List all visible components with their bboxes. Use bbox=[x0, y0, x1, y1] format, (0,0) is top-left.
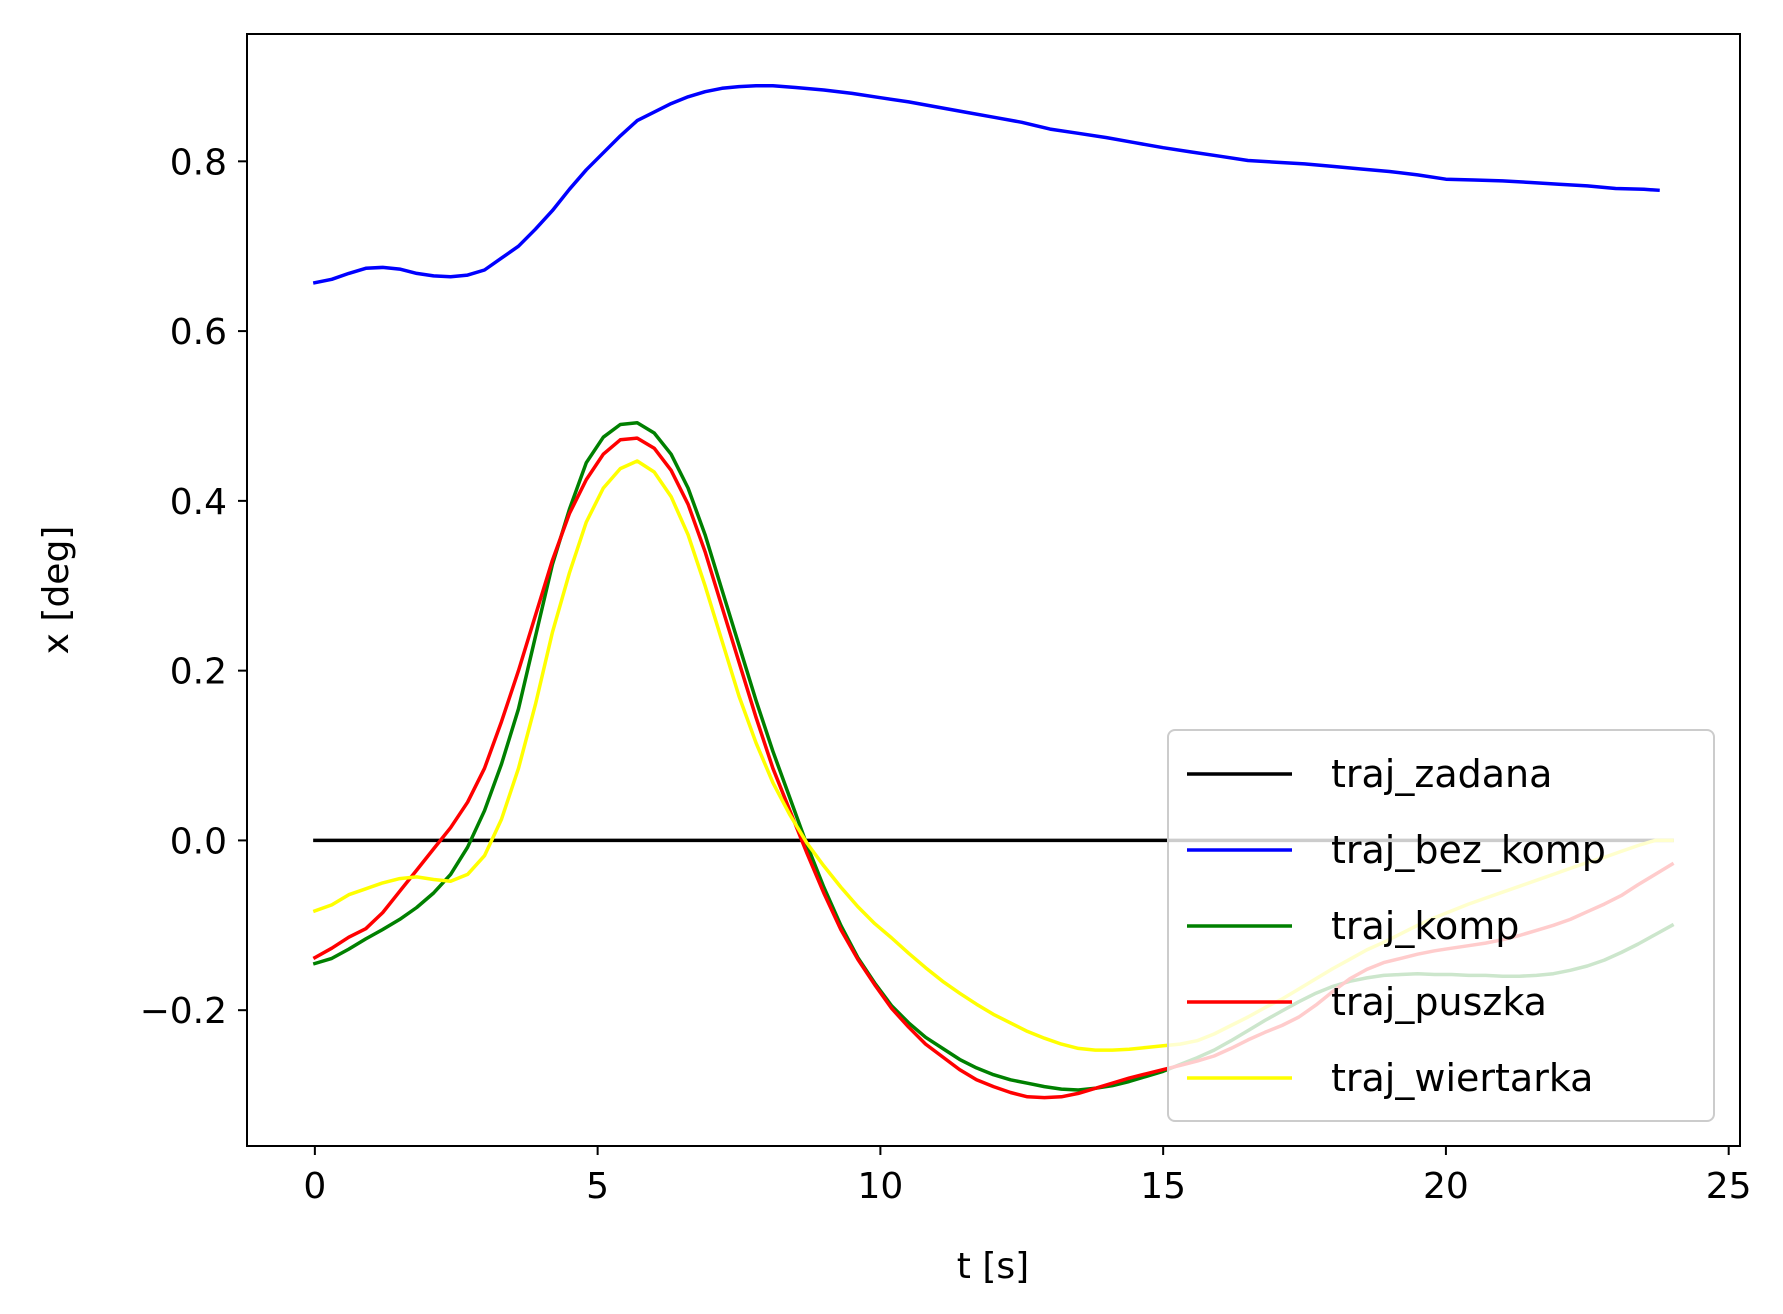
x-tick-label: 20 bbox=[1423, 1166, 1469, 1207]
series-line-traj-bez-komp bbox=[312, 84, 1660, 285]
legend-label-traj-wiertarka: traj_wiertarka bbox=[1331, 1056, 1593, 1100]
x-tick-label: 25 bbox=[1706, 1166, 1752, 1207]
x-tick-label: 10 bbox=[857, 1166, 903, 1207]
y-tick-label: −0.2 bbox=[140, 991, 227, 1032]
x-tick-label: 5 bbox=[586, 1166, 609, 1207]
legend-box bbox=[1167, 729, 1715, 1122]
x-axis-label: t [s] bbox=[957, 1246, 1029, 1287]
x-axis-ticks: 0 5 10 15 20 25 bbox=[303, 1146, 1752, 1207]
x-tick-label: 0 bbox=[303, 1166, 326, 1207]
y-tick-label: 0.0 bbox=[170, 821, 227, 862]
legend-items: traj_zadana traj_bez_komp traj_komp traj_pu… bbox=[1187, 752, 1606, 1100]
y-tick-label: 0.6 bbox=[170, 312, 227, 353]
y-tick-label: 0.8 bbox=[170, 142, 227, 183]
legend-label-traj-komp: traj_komp bbox=[1331, 904, 1519, 948]
x-tick-label: 15 bbox=[1140, 1166, 1186, 1207]
y-tick-label: 0.4 bbox=[170, 482, 227, 523]
y-axis-ticks: −0.2 0.0 0.2 0.4 0.6 0.8 bbox=[140, 142, 247, 1032]
y-axis-label: x [deg] bbox=[36, 526, 77, 655]
legend-label-traj-puszka: traj_puszka bbox=[1331, 980, 1547, 1024]
legend: traj_zadana traj_bez_komp traj_komp traj_pu… bbox=[1167, 729, 1715, 1122]
y-tick-label: 0.2 bbox=[170, 652, 227, 693]
plot-frame bbox=[246, 33, 1741, 1147]
legend-label-traj-zadana: traj_zadana bbox=[1331, 752, 1552, 796]
legend-label-traj-bez-komp: traj_bez_komp bbox=[1331, 828, 1606, 872]
